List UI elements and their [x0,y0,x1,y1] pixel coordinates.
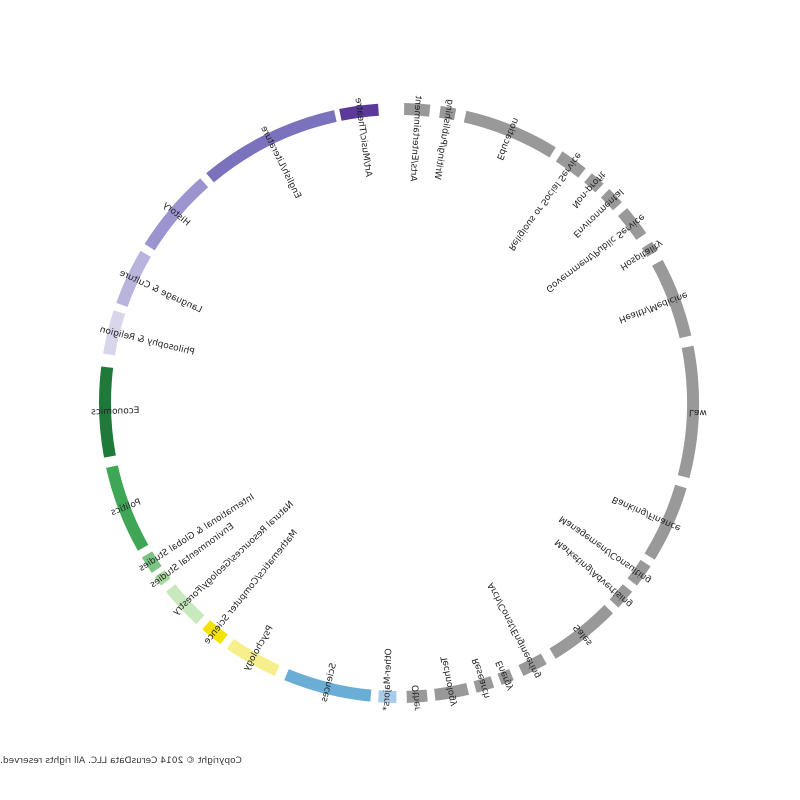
ring-segment [549,604,613,659]
ring-segment [641,241,658,257]
ring-segment [677,345,699,479]
ring-segment [141,551,162,573]
ring-segment [600,189,622,211]
ring-segment [439,105,457,121]
segment-label-group: Other-Majors* [382,648,394,711]
ring-segment [284,669,372,702]
segment-label-group: Other [411,685,423,711]
copyright-notice: Copyright © 2014 CerusData LLC. All righ… [0,756,800,770]
segment-label: Other-Majors* [382,648,394,711]
segment-label-group: International & Global Studies [137,492,256,574]
ring-segment [404,103,431,117]
segment-label-group: Law [689,407,707,418]
ring-segment [226,638,280,676]
ring-segment [555,151,586,178]
ring-segment [618,208,647,240]
ring-segment [463,110,556,158]
ring-segment [116,250,151,307]
segment-layer [99,103,699,703]
segment-label-group: Economics [91,406,140,417]
ring-segment [106,465,149,551]
ring-segment [202,620,228,645]
ring-segment [584,173,604,193]
segment-label: International & Global Studies [137,492,256,574]
segment-label: Law [689,407,707,418]
segment-label: Writing/Publishing [432,98,455,180]
ring-segment [144,178,209,251]
ring-segment [165,584,205,625]
segment-label: Other [411,685,423,711]
ring-segment [473,676,495,693]
ring-segment [644,484,687,560]
ring-segment [206,110,337,183]
copyright-text: Copyright © 2014 CerusData LLC. All righ… [0,756,242,766]
ring-segment [378,690,397,703]
ring-segment [627,559,651,586]
segment-label-group: Writing/Publishing [432,98,455,180]
ring-segment [497,669,514,685]
ring-segment [609,584,633,608]
ring-segment [103,310,126,356]
ring-segment [434,683,470,701]
segment-label: Economics [91,406,140,417]
segment-label-group: Energy [495,659,516,693]
ring-segment [339,103,379,121]
ring-segment [99,366,116,458]
segment-label-group: Government/Public Service [544,211,647,293]
ring-segment [154,570,171,586]
segment-label: Government/Public Service [544,211,647,293]
ring-segment [406,689,428,703]
segment-label: Energy [495,659,516,693]
ring-segment [652,259,692,339]
ring-segment [518,653,547,676]
label-layer: Art/Music/TheatreEnglish/LiteratureHisto… [91,95,707,712]
